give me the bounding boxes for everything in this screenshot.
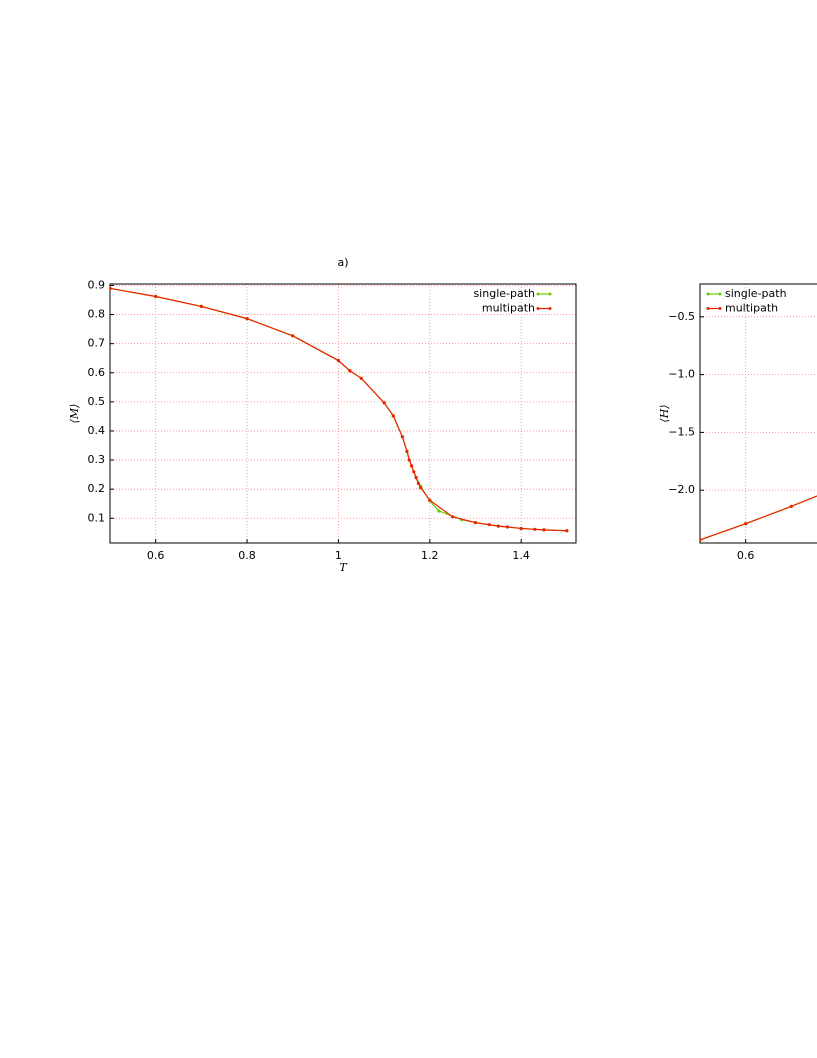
- point: [428, 498, 432, 502]
- point: [542, 528, 546, 532]
- chart-panel: −0.5 −1.0 −1.5 −2.0 0.6 ⟨H⟩ single-path multipa…: [658, 283, 817, 562]
- x-tick-label: 0.6: [737, 549, 755, 562]
- point: [451, 515, 455, 519]
- point: [348, 369, 352, 373]
- legend-marker-dot: [548, 292, 552, 296]
- y-tick-label: 0.7: [88, 337, 106, 350]
- point: [473, 521, 478, 525]
- y-tick-label: −1.5: [668, 425, 695, 438]
- point: [154, 294, 158, 299]
- legend-marker-dot: [706, 292, 710, 296]
- x-tick-label: 1: [335, 549, 342, 562]
- plot-frame: [699, 283, 817, 544]
- legend-marker-dot: [718, 307, 722, 310]
- series-line: [110, 287, 567, 532]
- y-tick-label: −1.0: [668, 368, 695, 381]
- y-tick-label: −2.0: [668, 483, 695, 496]
- legend-marker-dot: [548, 307, 552, 310]
- legend-label: multipath: [725, 302, 778, 315]
- point: [505, 525, 510, 529]
- point: [336, 358, 341, 363]
- x-axis-label: T: [339, 561, 348, 574]
- point: [437, 509, 441, 513]
- point: [700, 538, 702, 542]
- point: [407, 458, 411, 462]
- point: [245, 317, 249, 321]
- plot-frame: [109, 283, 577, 544]
- legend-label: single-path: [725, 287, 787, 300]
- point: [496, 524, 500, 528]
- series-line: [700, 495, 817, 541]
- legend-marker-dot: [536, 307, 540, 310]
- series-line: [700, 495, 817, 541]
- x-tick-label: 1.4: [512, 549, 530, 562]
- y-tick-label: 0.2: [88, 482, 106, 495]
- point: [382, 401, 386, 405]
- legend-label: single-path: [473, 287, 535, 300]
- point: [519, 526, 523, 531]
- y-tick-label: 0.4: [88, 424, 106, 437]
- point: [565, 529, 569, 533]
- point: [744, 522, 748, 526]
- point: [414, 475, 418, 480]
- y-tick-label: 0.5: [88, 395, 106, 408]
- point: [199, 304, 203, 309]
- point: [405, 449, 409, 453]
- y-tick-label: 0.8: [88, 308, 106, 321]
- y-tick-label: 0.9: [88, 278, 106, 291]
- x-tick-label: 0.6: [147, 549, 165, 562]
- y-tick-label: −0.5: [668, 310, 695, 323]
- point: [409, 464, 414, 468]
- legend-marker-dot: [718, 292, 722, 296]
- point: [416, 481, 420, 485]
- point: [391, 414, 395, 418]
- chart-panel: a) 0.1 0.2 0.3 0.4 0.5 0.6 0.7 0.8 0.9 0.6 0.8 1 1.2 1…: [68, 256, 577, 574]
- x-tick-label: 0.8: [238, 549, 256, 562]
- point: [533, 527, 537, 531]
- plot-area: [700, 495, 817, 542]
- point: [291, 334, 295, 338]
- x-tick-label: 1.2: [421, 549, 439, 562]
- point: [359, 376, 363, 380]
- point: [789, 504, 793, 508]
- y-tick-label: 0.3: [88, 453, 106, 466]
- point: [400, 435, 404, 439]
- plot-area: [110, 286, 569, 533]
- y-tick-label: 0.6: [88, 366, 106, 379]
- point: [487, 523, 491, 527]
- point: [419, 486, 423, 490]
- point: [412, 470, 416, 474]
- legend-marker-dot: [706, 307, 710, 310]
- legend-marker-dot: [536, 292, 540, 296]
- chart-title: a): [337, 256, 348, 269]
- y-axis-label: ⟨M⟩: [68, 404, 81, 424]
- y-axis-label: ⟨H⟩: [658, 404, 671, 422]
- legend-label: multipath: [482, 302, 535, 315]
- point: [110, 286, 112, 290]
- y-tick-label: 0.1: [88, 511, 106, 524]
